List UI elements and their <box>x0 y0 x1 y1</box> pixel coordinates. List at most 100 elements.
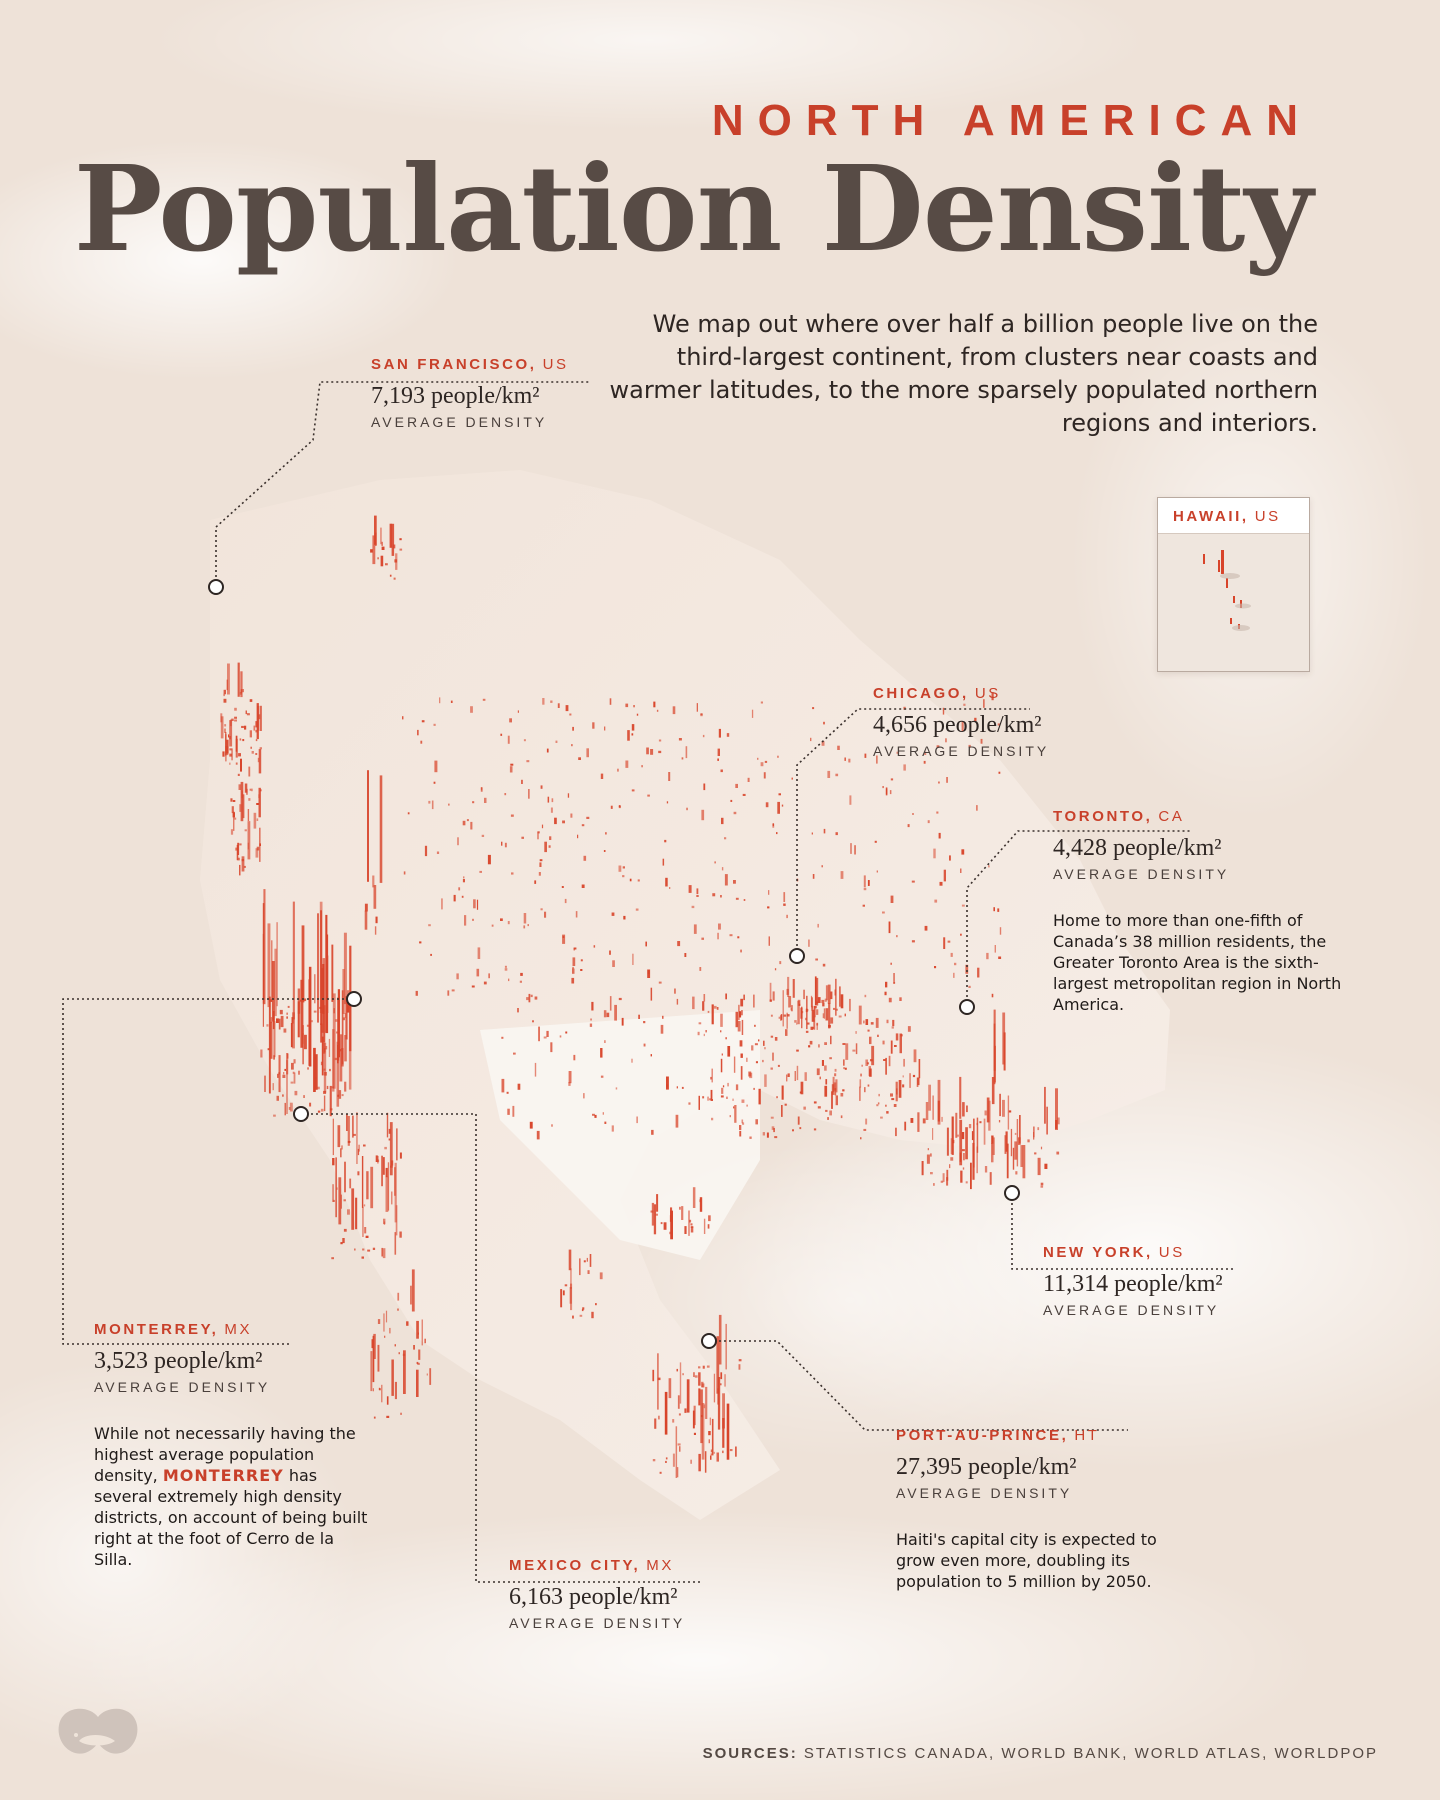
density-spike <box>849 795 852 805</box>
density-spike <box>812 874 815 879</box>
density-spike <box>799 1127 802 1130</box>
density-spike <box>228 734 230 738</box>
density-spike <box>272 1083 274 1091</box>
density-spike <box>816 1001 818 1004</box>
density-spike <box>461 895 464 898</box>
density-spike <box>399 1231 402 1238</box>
density-spike <box>559 1035 562 1038</box>
density-spike <box>227 663 230 695</box>
density-spike <box>827 984 831 1004</box>
density-spike <box>771 1126 775 1130</box>
density-spike <box>434 760 438 773</box>
density-spike <box>655 1213 658 1216</box>
density-spike <box>699 1197 703 1212</box>
density-spike <box>739 1125 742 1130</box>
density-spike <box>224 724 227 727</box>
density-spike <box>991 692 994 701</box>
density-spike <box>665 1457 668 1460</box>
density-spike <box>293 1072 296 1084</box>
density-spike <box>253 812 257 829</box>
density-spike <box>876 755 878 764</box>
density-spike <box>548 845 551 848</box>
density-spike <box>722 1418 725 1448</box>
density-spike <box>657 1377 661 1381</box>
density-spike <box>803 1106 806 1110</box>
density-spike <box>959 1076 962 1119</box>
density-spike <box>807 1022 810 1025</box>
density-spike <box>679 1362 682 1404</box>
density-spike <box>976 1122 978 1126</box>
density-spike <box>234 817 237 820</box>
density-spike <box>283 1028 287 1033</box>
density-spike <box>431 800 434 810</box>
density-spike <box>660 1222 663 1225</box>
density-spike <box>462 879 465 883</box>
density-spike <box>323 1042 327 1093</box>
density-spike <box>689 1219 692 1223</box>
density-spike <box>341 1145 343 1150</box>
density-spike <box>255 753 258 755</box>
density-spike <box>709 1098 711 1101</box>
density-spike <box>863 1020 865 1024</box>
density-spike <box>823 1008 826 1019</box>
density-spike <box>239 804 242 812</box>
density-spike <box>965 1127 968 1160</box>
sources-footer: SOURCES: STATISTICS CANADA, WORLD BANK, … <box>702 1745 1378 1762</box>
density-spike <box>732 1098 734 1101</box>
density-spike <box>805 1017 807 1021</box>
density-spike <box>730 799 733 802</box>
density-spike <box>960 1170 963 1183</box>
density-spike <box>258 749 262 774</box>
density-spike <box>562 1290 565 1296</box>
density-spike <box>716 1007 719 1010</box>
density-spike <box>961 1132 965 1140</box>
density-spike <box>622 866 625 869</box>
density-spike <box>479 870 482 873</box>
density-spike <box>1046 1106 1048 1135</box>
density-spike <box>900 1034 903 1037</box>
density-spike <box>521 779 523 784</box>
density-spike <box>239 843 242 846</box>
density-spike <box>270 1017 272 1023</box>
density-spike <box>321 1036 324 1076</box>
density-spike <box>256 818 259 821</box>
density-spike <box>1014 1141 1018 1160</box>
density-spike <box>860 1137 862 1140</box>
density-spike <box>249 730 252 738</box>
density-spike <box>372 1335 375 1383</box>
density-spike <box>815 958 818 961</box>
density-spike <box>1033 1132 1035 1140</box>
density-spike <box>501 841 503 846</box>
density-spike <box>609 996 612 1011</box>
density-spike <box>870 1022 874 1025</box>
density-spike <box>1014 1132 1017 1135</box>
density-spike <box>726 1403 730 1460</box>
density-spike <box>706 1365 710 1368</box>
density-spike <box>776 1096 778 1099</box>
density-spike <box>370 1166 374 1209</box>
density-spike <box>824 998 827 1002</box>
density-spike <box>595 1303 597 1306</box>
density-spike <box>825 1079 828 1085</box>
density-spike <box>997 723 1001 726</box>
density-spike <box>702 1365 705 1369</box>
density-spike <box>1016 1119 1019 1167</box>
density-spike <box>991 993 994 998</box>
density-spike <box>742 1122 745 1125</box>
density-spike <box>882 911 885 914</box>
density-spike <box>658 750 662 754</box>
density-spike <box>500 918 503 921</box>
density-spike <box>1027 1139 1030 1143</box>
density-spike <box>411 1269 415 1312</box>
density-spike <box>244 783 248 793</box>
density-spike <box>424 1338 426 1344</box>
density-spike <box>955 1112 958 1138</box>
density-spike <box>292 901 295 1020</box>
density-spike <box>668 1378 672 1399</box>
density-spike <box>690 1223 693 1226</box>
density-spike <box>686 807 688 811</box>
density-spike <box>247 809 250 821</box>
density-spike <box>276 1095 279 1101</box>
density-spike <box>226 679 228 691</box>
density-spike <box>677 1443 681 1446</box>
